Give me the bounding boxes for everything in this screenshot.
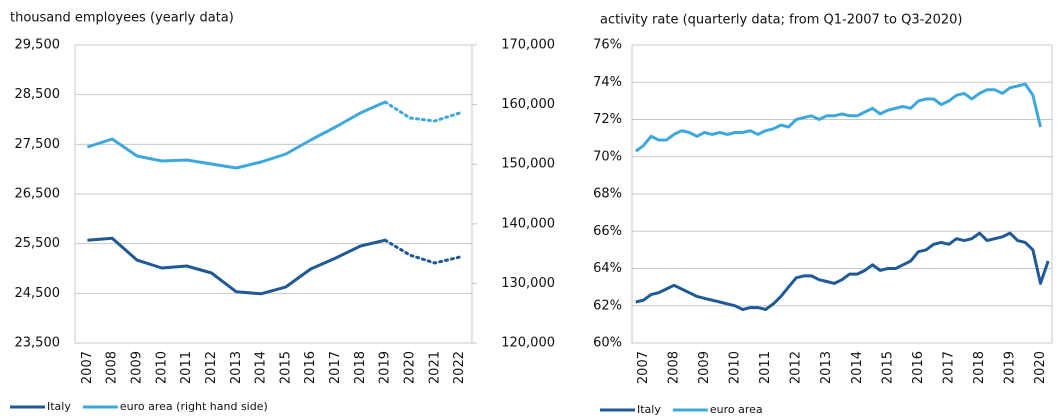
x-tick-label: 2008 <box>667 351 682 384</box>
y2-tick-label: 120,000 <box>501 336 555 351</box>
y2-tick-label: 130,000 <box>501 276 555 291</box>
y-tick-label: 76% <box>593 38 622 53</box>
x-tick-label: 2016 <box>911 351 926 384</box>
series-line <box>86 100 386 170</box>
legend-label: Italy <box>47 400 71 413</box>
legend-label: Italy <box>637 403 661 416</box>
x-tick-label: 2008 <box>105 351 120 384</box>
x-tick-label: 2018 <box>972 351 987 384</box>
x-tick-label: 2018 <box>353 351 368 384</box>
x-tick-label: 2011 <box>179 351 194 384</box>
x-tick-label: 2014 <box>850 351 865 384</box>
x-tick-label: 2007 <box>636 351 651 384</box>
y2-tick-label: 160,000 <box>501 97 555 112</box>
x-tick-label: 2009 <box>697 351 712 384</box>
x-tick-label: 2019 <box>378 351 393 384</box>
y-tick-label: 25,500 <box>15 236 61 251</box>
x-tick-label: 2013 <box>229 351 244 384</box>
y-tick-label: 29,500 <box>15 38 61 53</box>
legend-label: euro area (right hand side) <box>120 400 268 413</box>
x-tick-label: 2015 <box>278 351 293 384</box>
series-line <box>87 236 386 296</box>
series-line <box>634 82 1042 153</box>
legend-label: euro area <box>710 403 763 416</box>
y-tick-label: 23,500 <box>15 336 61 351</box>
x-tick-label: 2014 <box>254 351 269 384</box>
y2-tick-label: 150,000 <box>501 157 555 172</box>
y-tick-label: 70% <box>593 149 622 164</box>
y-tick-label: 68% <box>593 187 622 202</box>
y-tick-label: 27,500 <box>15 137 61 152</box>
y2-tick-label: 170,000 <box>501 38 555 53</box>
y2-tick-label: 140,000 <box>501 216 555 231</box>
series-line-dotted <box>383 238 462 265</box>
series-line <box>635 231 1050 311</box>
y-tick-label: 64% <box>593 261 622 276</box>
x-tick-label: 2010 <box>728 351 743 384</box>
x-tick-label: 2012 <box>789 351 804 384</box>
x-tick-label: 2009 <box>130 351 145 384</box>
y-tick-label: 24,500 <box>15 286 61 301</box>
x-tick-label: 2017 <box>328 351 343 384</box>
x-tick-label: 2020 <box>1033 351 1048 384</box>
x-tick-label: 2012 <box>204 351 219 384</box>
chart-title: thousand employees (yearly data) <box>10 11 234 26</box>
x-tick-label: 2011 <box>758 351 773 384</box>
x-tick-label: 2007 <box>80 351 95 384</box>
y-tick-label: 28,500 <box>15 87 61 102</box>
x-tick-label: 2010 <box>154 351 169 384</box>
y-tick-label: 26,500 <box>15 187 61 202</box>
x-tick-label: 2015 <box>880 351 895 384</box>
x-tick-label: 2020 <box>402 351 417 384</box>
y-tick-label: 62% <box>593 298 622 313</box>
x-tick-label: 2013 <box>819 351 834 384</box>
y-tick-label: 60% <box>593 336 622 351</box>
series-line-dotted <box>383 100 462 123</box>
y-tick-label: 72% <box>593 112 622 127</box>
x-tick-label: 2016 <box>303 351 318 384</box>
chart-title: activity rate (quarterly data; from Q1-2… <box>600 13 962 28</box>
y-tick-label: 66% <box>593 224 622 239</box>
x-tick-label: 2022 <box>452 351 467 384</box>
y-tick-label: 74% <box>593 75 622 90</box>
x-tick-label: 2019 <box>1003 351 1018 384</box>
x-tick-label: 2017 <box>941 351 956 384</box>
x-tick-label: 2021 <box>427 351 442 384</box>
